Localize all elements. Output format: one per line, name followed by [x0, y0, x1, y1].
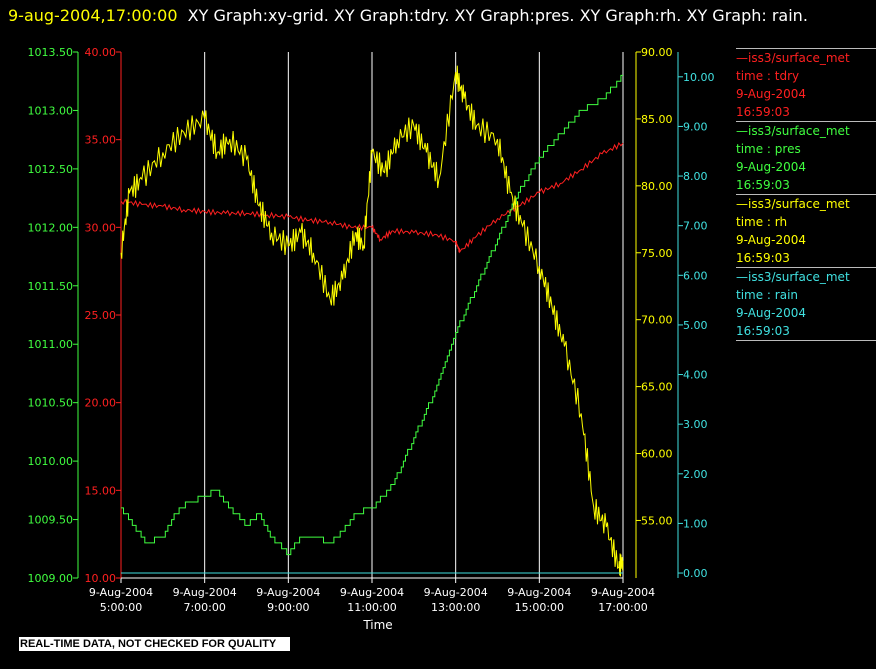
x-tick-time: 7:00:00 — [183, 601, 225, 614]
pres-tick-label: 1011.00 — [28, 338, 74, 351]
rh-tick-label: 55.00 — [641, 514, 673, 527]
x-tick-time: 9:00:00 — [267, 601, 309, 614]
rain-tick-label: 1.00 — [683, 517, 708, 530]
pres-tick-label: 1012.50 — [28, 163, 74, 176]
axes: 9-Aug-2004 5:00:00 9-Aug-2004 7:00:00 9-Aug-… — [28, 46, 715, 614]
pres-tick-label: 1013.50 — [28, 46, 74, 59]
tdry-tick-label: 25.00 — [85, 309, 117, 322]
x-tick-time: 11:00:00 — [347, 601, 396, 614]
x-tick-time: 13:00:00 — [431, 601, 480, 614]
legend-time: 16:59:03 — [736, 178, 790, 192]
rh-tick-label: 70.00 — [641, 314, 673, 327]
tdry-series-line — [120, 141, 624, 254]
rain-tick-label: 6.00 — [683, 269, 708, 282]
quality-disclaimer: REAL-TIME DATA, NOT CHECKED FOR QUALITY — [19, 637, 291, 651]
chart-header: 9-aug-2004,17:00:00 XY Graph:xy-grid. XY… — [8, 2, 868, 29]
rain-tick-label: 8.00 — [683, 170, 708, 183]
tdry-tick-label: 30.00 — [85, 221, 117, 234]
rain-tick-label: 2.00 — [683, 468, 708, 481]
rain-tick-label: 5.00 — [683, 319, 708, 332]
rain-tick-label: 9.00 — [683, 120, 708, 133]
pres-tick-label: 1009.00 — [28, 572, 74, 585]
x-tick-date: 9-Aug-2004 — [89, 586, 153, 599]
legend-source: —iss3/surface_met — [736, 124, 850, 138]
x-tick-time: 5:00:00 — [100, 601, 142, 614]
series-lines — [120, 65, 624, 577]
tdry-tick-label: 20.00 — [85, 397, 117, 410]
x-axis-label: Time — [362, 618, 392, 632]
x-tick-time: 17:00:00 — [598, 601, 647, 614]
pres-tick-label: 1011.50 — [28, 280, 74, 293]
legend-time: 16:59:03 — [736, 251, 790, 265]
pres-tick-label: 1009.50 — [28, 514, 74, 527]
legend-desc: time : rain — [736, 288, 799, 302]
rh-tick-label: 90.00 — [641, 46, 673, 59]
x-tick-date: 9-Aug-2004 — [591, 586, 655, 599]
legend-source: —iss3/surface_met — [736, 197, 850, 211]
pres-series-line — [121, 74, 623, 556]
legend-source: —iss3/surface_met — [736, 51, 850, 65]
rh-tick-label: 80.00 — [641, 180, 673, 193]
graph-list-label: XY Graph:xy-grid. XY Graph:tdry. XY Grap… — [187, 6, 808, 25]
legend-date: 9-Aug-2004 — [736, 160, 807, 174]
legend-desc: time : pres — [736, 142, 801, 156]
legend-source: —iss3/surface_met — [736, 270, 850, 284]
timestamp-label: 9-aug-2004,17:00:00 — [8, 6, 178, 25]
rh-tick-label: 75.00 — [641, 247, 673, 260]
vertical-grid — [120, 52, 624, 578]
x-tick-date: 9-Aug-2004 — [340, 586, 404, 599]
tdry-tick-label: 10.00 — [85, 572, 117, 585]
legend: —iss3/surface_met time : tdry 9-Aug-2004 16… — [736, 48, 876, 341]
pres-tick-label: 1010.50 — [28, 397, 74, 410]
tdry-tick-label: 35.00 — [85, 134, 117, 147]
pres-tick-label: 1013.00 — [28, 104, 74, 117]
rh-tick-label: 85.00 — [641, 113, 673, 126]
legend-time: 16:59:03 — [736, 105, 790, 119]
x-tick-date: 9-Aug-2004 — [424, 586, 488, 599]
rh-tick-label: 65.00 — [641, 381, 673, 394]
rh-series-line — [120, 65, 624, 577]
x-tick-date: 9-Aug-2004 — [256, 586, 320, 599]
rain-tick-label: 7.00 — [683, 220, 708, 233]
rh-tick-label: 60.00 — [641, 448, 673, 461]
legend-divider — [736, 340, 876, 341]
legend-desc: time : tdry — [736, 69, 800, 83]
tdry-tick-label: 40.00 — [85, 46, 117, 59]
x-tick-date: 9-Aug-2004 — [173, 586, 237, 599]
legend-date: 9-Aug-2004 — [736, 87, 807, 101]
pres-tick-label: 1010.00 — [28, 455, 74, 468]
legend-time: 16:59:03 — [736, 324, 790, 338]
x-tick-date: 9-Aug-2004 — [507, 586, 571, 599]
rain-tick-label: 0.00 — [683, 567, 708, 580]
legend-date: 9-Aug-2004 — [736, 306, 807, 320]
tdry-tick-label: 15.00 — [85, 484, 117, 497]
rain-tick-label: 10.00 — [683, 71, 715, 84]
legend-date: 9-Aug-2004 — [736, 233, 807, 247]
pres-tick-label: 1012.00 — [28, 221, 74, 234]
rain-tick-label: 4.00 — [683, 369, 708, 382]
rain-tick-label: 3.00 — [683, 418, 708, 431]
legend-desc: time : rh — [736, 215, 788, 229]
x-tick-time: 15:00:00 — [515, 601, 564, 614]
